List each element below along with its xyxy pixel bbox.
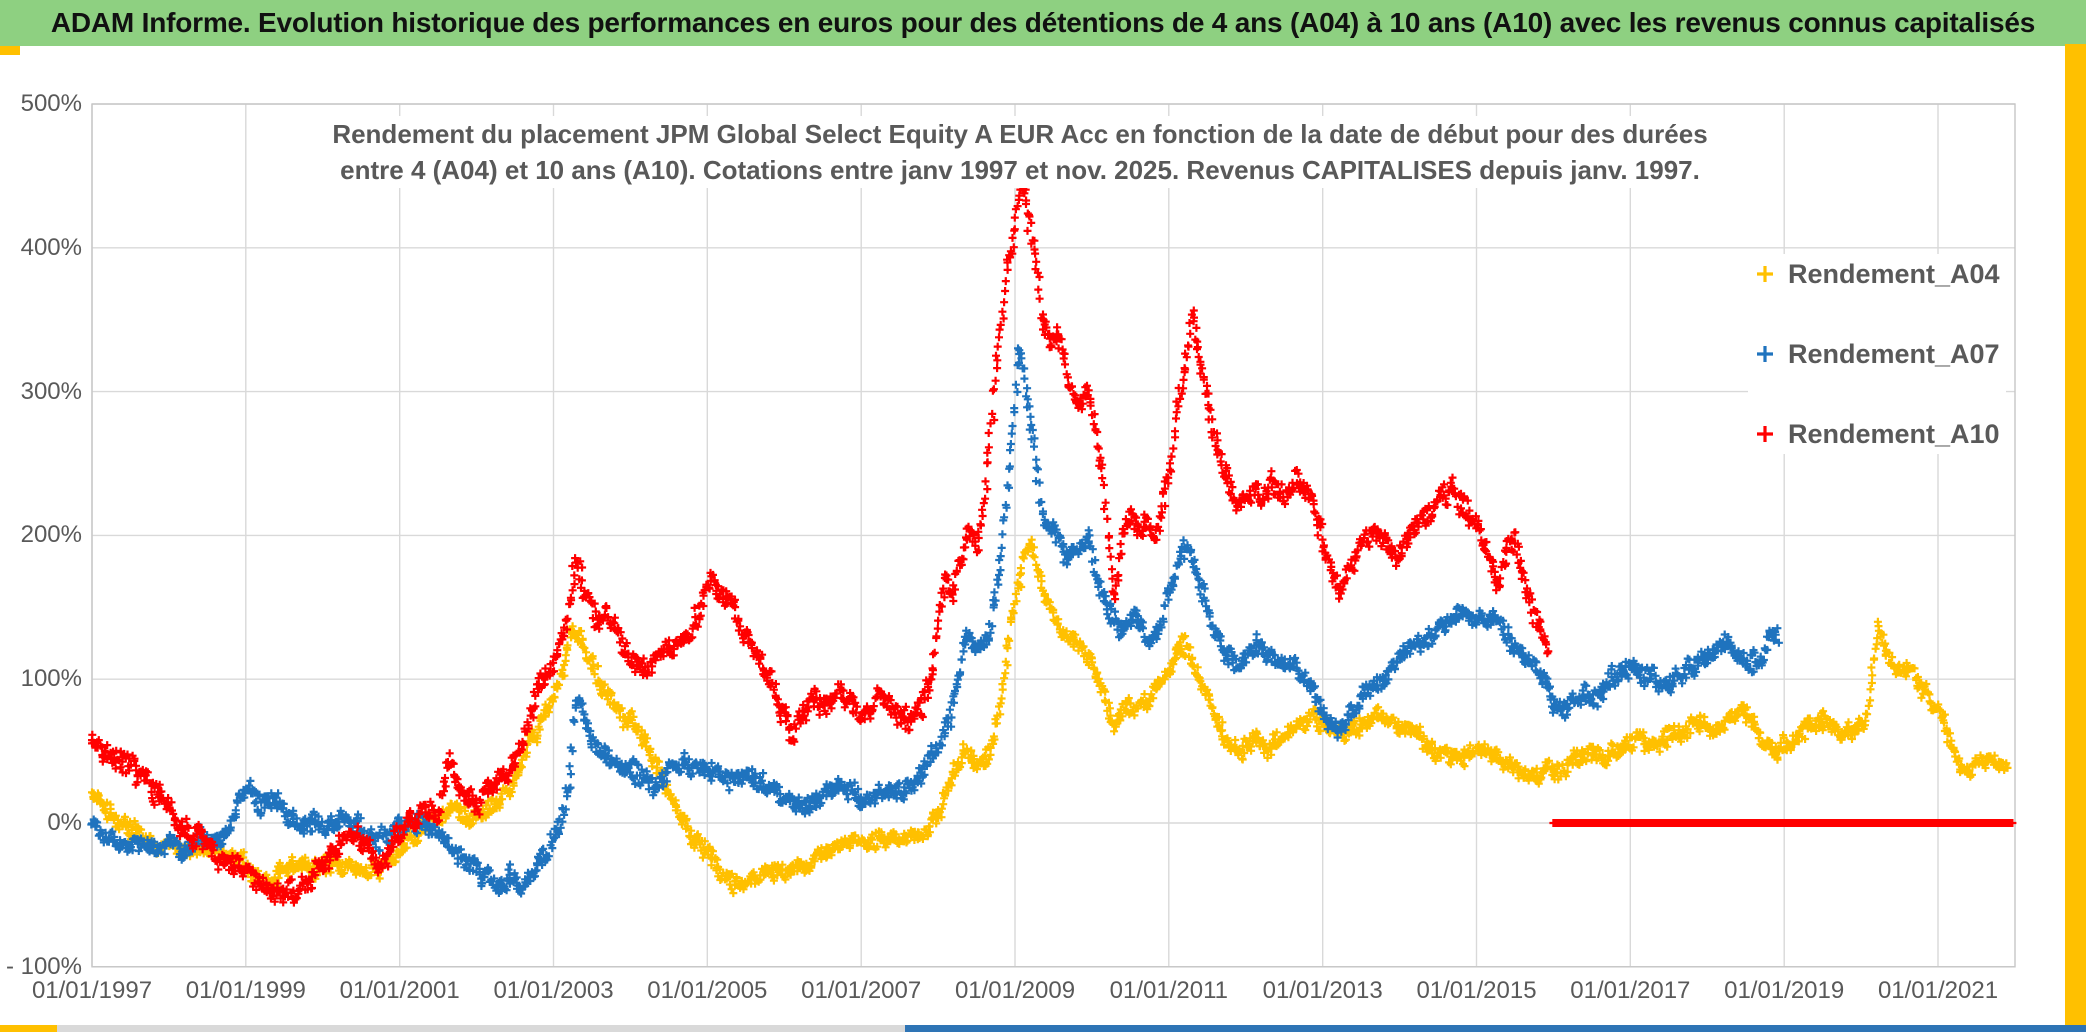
legend-item-a04[interactable]: Rendement_A04: [1754, 256, 2000, 292]
legend-label: Rendement_A07: [1788, 338, 2000, 369]
scatter-plot: [87, 103, 2017, 968]
page-title: ADAM Informe. Evolution historique des p…: [50, 7, 2036, 38]
chart-title-line2: entre 4 (A04) et 10 ans (A10). Cotations…: [340, 155, 1700, 185]
y-axis-tick-label: 500%: [20, 90, 82, 117]
yellow-edge-accent: [2065, 44, 2086, 1032]
x-axis-tick-label: 01/01/2003: [493, 976, 614, 1004]
y-axis-tick-label: 200%: [20, 521, 82, 549]
plus-marker-icon: [1757, 346, 1773, 362]
bottom-bar-gray: [57, 1025, 905, 1032]
x-axis-tick-label: 01/01/2019: [1724, 976, 1845, 1004]
x-axis-tick-label: 01/01/2005: [647, 976, 768, 1004]
x-axis-tick-label: 01/01/2013: [1262, 976, 1383, 1004]
plus-marker-icon: [1757, 426, 1773, 442]
chart-title-line1: Rendement du placement JPM Global Select…: [332, 119, 1708, 149]
x-axis-tick-label: 01/01/2009: [954, 976, 1076, 1004]
x-axis-tick-label: 01/01/2007: [801, 976, 922, 1004]
chart-legend: Rendement_A04 Rendement_A07 Rendement_A1…: [1748, 254, 2006, 454]
x-axis-tick-label: 01/01/1997: [31, 976, 153, 1004]
chart-canvas: Rendement du placement JPM Global Select…: [0, 56, 2086, 1026]
legend-label: Rendement_A04: [1788, 258, 2000, 289]
y-axis-tick-label: 100%: [20, 665, 82, 693]
y-axis-tick-label: 400%: [20, 233, 82, 261]
bottom-bar-yellow: [0, 1025, 57, 1032]
y-axis-tick-label: - 100%: [5, 952, 82, 980]
x-axis-tick-label: 01/01/2015: [1416, 976, 1537, 1004]
yellow-corner-accent: [0, 46, 20, 55]
chart-title: Rendement du placement JPM Global Select…: [320, 116, 1720, 188]
legend-label: Rendement_A10: [1788, 418, 2000, 449]
x-axis-tick-label: 01/01/2021: [1877, 976, 1999, 1004]
bottom-bar-blue: [905, 1025, 2086, 1032]
x-axis-tick-label: 01/01/2011: [1109, 976, 1228, 1004]
y-axis-tick-label: 0%: [47, 809, 82, 836]
legend-item-a10[interactable]: Rendement_A10: [1754, 416, 2000, 452]
y-axis-tick-label: 300%: [20, 377, 82, 405]
x-axis-tick-label: 01/01/2001: [339, 976, 460, 1004]
plus-marker-icon: [1757, 266, 1773, 282]
report-header-banner: ADAM Informe. Evolution historique des p…: [0, 0, 2086, 46]
x-axis-tick-label: 01/01/1999: [185, 976, 306, 1004]
x-axis-tick-label: 01/01/2017: [1570, 976, 1691, 1004]
legend-item-a07[interactable]: Rendement_A07: [1754, 336, 2000, 372]
